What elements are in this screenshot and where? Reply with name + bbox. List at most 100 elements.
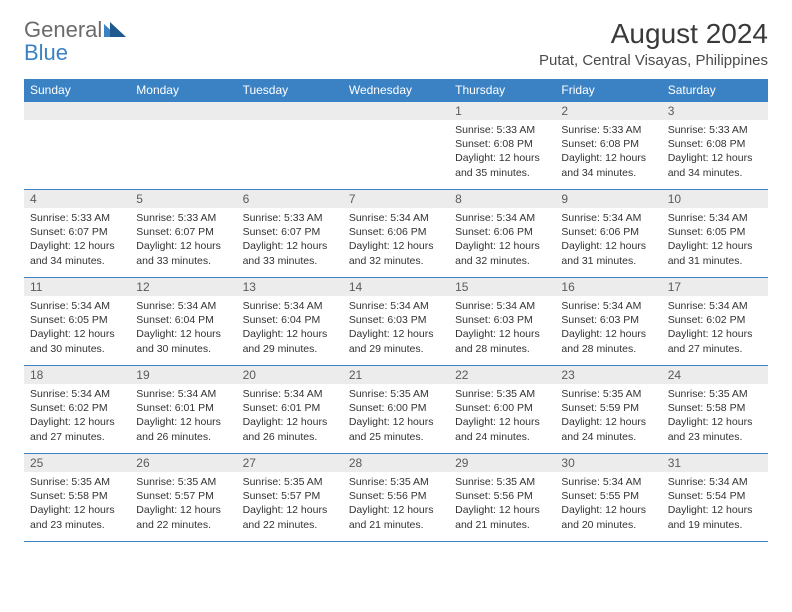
calendar-day-cell: 30Sunrise: 5:34 AMSunset: 5:55 PMDayligh…: [555, 454, 661, 542]
day-number: 14: [343, 278, 449, 296]
weekday-header: Tuesday: [237, 79, 343, 102]
calendar-day-cell: [130, 102, 236, 190]
calendar-day-cell: 6Sunrise: 5:33 AMSunset: 6:07 PMDaylight…: [237, 190, 343, 278]
weekday-header-row: SundayMondayTuesdayWednesdayThursdayFrid…: [24, 79, 768, 102]
calendar-day-cell: 31Sunrise: 5:34 AMSunset: 5:54 PMDayligh…: [662, 454, 768, 542]
calendar-week-row: 25Sunrise: 5:35 AMSunset: 5:58 PMDayligh…: [24, 454, 768, 542]
day-detail: Sunrise: 5:34 AMSunset: 6:03 PMDaylight:…: [449, 296, 555, 360]
day-number: 27: [237, 454, 343, 472]
calendar-day-cell: 19Sunrise: 5:34 AMSunset: 6:01 PMDayligh…: [130, 366, 236, 454]
day-number: 21: [343, 366, 449, 384]
day-number: 25: [24, 454, 130, 472]
calendar-table: SundayMondayTuesdayWednesdayThursdayFrid…: [24, 79, 768, 542]
day-detail: Sunrise: 5:34 AMSunset: 6:04 PMDaylight:…: [130, 296, 236, 360]
day-detail: Sunrise: 5:35 AMSunset: 5:58 PMDaylight:…: [24, 472, 130, 536]
calendar-page: General Blue August 2024 Putat, Central …: [0, 0, 792, 542]
logo-triangle-icon: [104, 18, 126, 41]
calendar-day-cell: 2Sunrise: 5:33 AMSunset: 6:08 PMDaylight…: [555, 102, 661, 190]
calendar-day-cell: 20Sunrise: 5:34 AMSunset: 6:01 PMDayligh…: [237, 366, 343, 454]
day-detail: Sunrise: 5:35 AMSunset: 5:56 PMDaylight:…: [343, 472, 449, 536]
calendar-day-cell: 24Sunrise: 5:35 AMSunset: 5:58 PMDayligh…: [662, 366, 768, 454]
calendar-day-cell: 22Sunrise: 5:35 AMSunset: 6:00 PMDayligh…: [449, 366, 555, 454]
calendar-day-cell: [24, 102, 130, 190]
day-detail: Sunrise: 5:34 AMSunset: 6:01 PMDaylight:…: [237, 384, 343, 448]
calendar-day-cell: 8Sunrise: 5:34 AMSunset: 6:06 PMDaylight…: [449, 190, 555, 278]
weekday-header: Friday: [555, 79, 661, 102]
day-number: 6: [237, 190, 343, 208]
calendar-week-row: 4Sunrise: 5:33 AMSunset: 6:07 PMDaylight…: [24, 190, 768, 278]
calendar-day-cell: 18Sunrise: 5:34 AMSunset: 6:02 PMDayligh…: [24, 366, 130, 454]
calendar-week-row: 1Sunrise: 5:33 AMSunset: 6:08 PMDaylight…: [24, 102, 768, 190]
calendar-day-cell: 15Sunrise: 5:34 AMSunset: 6:03 PMDayligh…: [449, 278, 555, 366]
day-detail: Sunrise: 5:34 AMSunset: 6:05 PMDaylight:…: [24, 296, 130, 360]
day-number: 7: [343, 190, 449, 208]
day-number: 20: [237, 366, 343, 384]
day-number-empty: [24, 102, 130, 120]
day-detail: Sunrise: 5:33 AMSunset: 6:07 PMDaylight:…: [130, 208, 236, 272]
day-detail: Sunrise: 5:35 AMSunset: 5:57 PMDaylight:…: [130, 472, 236, 536]
month-title: August 2024: [539, 18, 768, 50]
day-number: 22: [449, 366, 555, 384]
day-detail: Sunrise: 5:34 AMSunset: 6:01 PMDaylight:…: [130, 384, 236, 448]
title-block: August 2024 Putat, Central Visayas, Phil…: [539, 18, 768, 69]
day-number: 9: [555, 190, 661, 208]
weekday-header: Thursday: [449, 79, 555, 102]
day-detail: Sunrise: 5:35 AMSunset: 5:58 PMDaylight:…: [662, 384, 768, 448]
day-number-empty: [343, 102, 449, 120]
calendar-week-row: 11Sunrise: 5:34 AMSunset: 6:05 PMDayligh…: [24, 278, 768, 366]
day-detail: Sunrise: 5:35 AMSunset: 6:00 PMDaylight:…: [343, 384, 449, 448]
logo-word-blue: Blue: [24, 40, 68, 65]
calendar-day-cell: 28Sunrise: 5:35 AMSunset: 5:56 PMDayligh…: [343, 454, 449, 542]
day-detail: Sunrise: 5:35 AMSunset: 6:00 PMDaylight:…: [449, 384, 555, 448]
weekday-header: Sunday: [24, 79, 130, 102]
day-number: 26: [130, 454, 236, 472]
day-number: 2: [555, 102, 661, 120]
calendar-body: 1Sunrise: 5:33 AMSunset: 6:08 PMDaylight…: [24, 102, 768, 542]
calendar-day-cell: 3Sunrise: 5:33 AMSunset: 6:08 PMDaylight…: [662, 102, 768, 190]
day-detail: Sunrise: 5:35 AMSunset: 5:57 PMDaylight:…: [237, 472, 343, 536]
calendar-day-cell: 27Sunrise: 5:35 AMSunset: 5:57 PMDayligh…: [237, 454, 343, 542]
day-number: 1: [449, 102, 555, 120]
weekday-header: Saturday: [662, 79, 768, 102]
day-detail: Sunrise: 5:33 AMSunset: 6:07 PMDaylight:…: [24, 208, 130, 272]
day-number: 12: [130, 278, 236, 296]
calendar-day-cell: 1Sunrise: 5:33 AMSunset: 6:08 PMDaylight…: [449, 102, 555, 190]
day-number: 5: [130, 190, 236, 208]
calendar-day-cell: 7Sunrise: 5:34 AMSunset: 6:06 PMDaylight…: [343, 190, 449, 278]
day-number: 30: [555, 454, 661, 472]
calendar-day-cell: 9Sunrise: 5:34 AMSunset: 6:06 PMDaylight…: [555, 190, 661, 278]
day-detail: Sunrise: 5:34 AMSunset: 5:55 PMDaylight:…: [555, 472, 661, 536]
day-detail: Sunrise: 5:34 AMSunset: 6:02 PMDaylight:…: [24, 384, 130, 448]
day-number: 16: [555, 278, 661, 296]
calendar-day-cell: 14Sunrise: 5:34 AMSunset: 6:03 PMDayligh…: [343, 278, 449, 366]
calendar-week-row: 18Sunrise: 5:34 AMSunset: 6:02 PMDayligh…: [24, 366, 768, 454]
day-number: 29: [449, 454, 555, 472]
day-detail: Sunrise: 5:34 AMSunset: 6:06 PMDaylight:…: [449, 208, 555, 272]
day-number: 24: [662, 366, 768, 384]
day-detail: Sunrise: 5:33 AMSunset: 6:08 PMDaylight:…: [555, 120, 661, 184]
day-detail: Sunrise: 5:34 AMSunset: 6:05 PMDaylight:…: [662, 208, 768, 272]
day-detail: Sunrise: 5:35 AMSunset: 5:59 PMDaylight:…: [555, 384, 661, 448]
calendar-day-cell: 11Sunrise: 5:34 AMSunset: 6:05 PMDayligh…: [24, 278, 130, 366]
day-number: 11: [24, 278, 130, 296]
calendar-day-cell: 21Sunrise: 5:35 AMSunset: 6:00 PMDayligh…: [343, 366, 449, 454]
calendar-day-cell: 13Sunrise: 5:34 AMSunset: 6:04 PMDayligh…: [237, 278, 343, 366]
day-detail: Sunrise: 5:34 AMSunset: 6:03 PMDaylight:…: [555, 296, 661, 360]
calendar-day-cell: 10Sunrise: 5:34 AMSunset: 6:05 PMDayligh…: [662, 190, 768, 278]
calendar-day-cell: 5Sunrise: 5:33 AMSunset: 6:07 PMDaylight…: [130, 190, 236, 278]
day-number: 17: [662, 278, 768, 296]
calendar-day-cell: [343, 102, 449, 190]
weekday-header: Monday: [130, 79, 236, 102]
calendar-day-cell: [237, 102, 343, 190]
calendar-day-cell: 4Sunrise: 5:33 AMSunset: 6:07 PMDaylight…: [24, 190, 130, 278]
logo: General Blue: [24, 18, 126, 64]
calendar-day-cell: 16Sunrise: 5:34 AMSunset: 6:03 PMDayligh…: [555, 278, 661, 366]
day-number: 23: [555, 366, 661, 384]
logo-text: General Blue: [24, 18, 126, 64]
day-number: 19: [130, 366, 236, 384]
location-subtitle: Putat, Central Visayas, Philippines: [539, 52, 768, 69]
day-number-empty: [130, 102, 236, 120]
weekday-header: Wednesday: [343, 79, 449, 102]
day-detail: Sunrise: 5:35 AMSunset: 5:56 PMDaylight:…: [449, 472, 555, 536]
day-detail: Sunrise: 5:34 AMSunset: 6:06 PMDaylight:…: [343, 208, 449, 272]
